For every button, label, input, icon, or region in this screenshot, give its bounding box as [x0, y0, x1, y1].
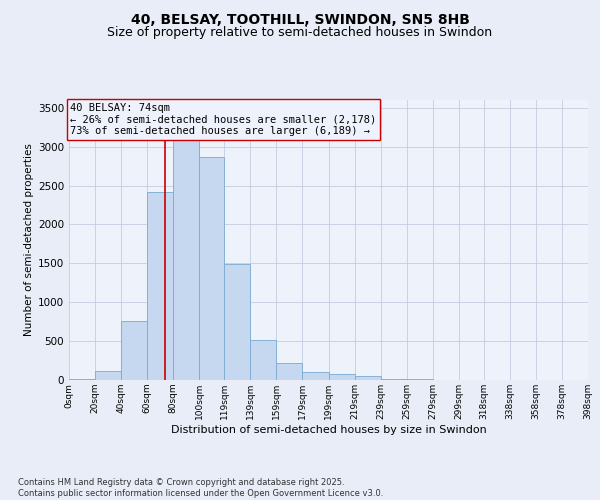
Bar [329, 374, 355, 380]
Bar [355, 376, 380, 380]
Bar [147, 192, 173, 380]
Bar [302, 372, 329, 380]
Bar [199, 157, 224, 380]
Bar [380, 379, 407, 380]
Y-axis label: Number of semi-detached properties: Number of semi-detached properties [24, 144, 34, 336]
Bar [121, 321, 147, 380]
Text: Size of property relative to semi-detached houses in Swindon: Size of property relative to semi-detach… [107, 26, 493, 39]
Text: 40, BELSAY, TOOTHILL, SWINDON, SN5 8HB: 40, BELSAY, TOOTHILL, SWINDON, SN5 8HB [131, 12, 469, 26]
Bar [277, 362, 302, 380]
Bar [224, 264, 250, 380]
Bar [250, 340, 277, 380]
X-axis label: Distribution of semi-detached houses by size in Swindon: Distribution of semi-detached houses by … [170, 424, 487, 434]
Text: Contains HM Land Registry data © Crown copyright and database right 2025.
Contai: Contains HM Land Registry data © Crown c… [18, 478, 383, 498]
Bar [173, 125, 199, 380]
Text: 40 BELSAY: 74sqm
← 26% of semi-detached houses are smaller (2,178)
73% of semi-d: 40 BELSAY: 74sqm ← 26% of semi-detached … [70, 103, 377, 136]
Bar [95, 372, 121, 380]
Bar [69, 379, 95, 380]
